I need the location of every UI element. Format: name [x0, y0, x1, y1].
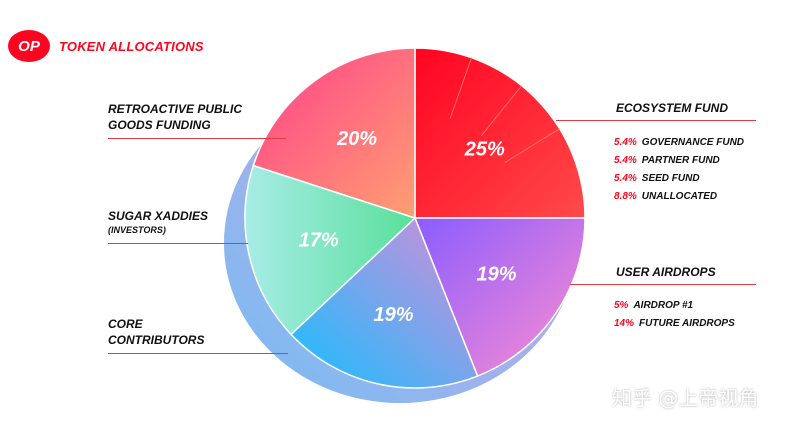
header: OP TOKEN ALLOCATIONS	[8, 30, 204, 62]
airdrop-item-pct: 14%	[614, 318, 635, 329]
slice-value-label: 20%	[336, 128, 377, 150]
label-core-line2: CONTRIBUTORS	[108, 333, 205, 347]
eco-item-unallocated: 8.8% UNALLOCATED	[614, 191, 717, 202]
eco-item-partner: 5.4% PARTNER FUND	[614, 155, 720, 166]
rule-core	[108, 353, 288, 354]
airdrop-item-label: FUTURE AIRDROPS	[639, 318, 735, 329]
eco-item-pct: 5.4%	[614, 155, 637, 166]
rule-sugar	[108, 243, 248, 244]
slice-value-label: 19%	[477, 263, 517, 285]
rule-ecosystem	[556, 120, 756, 121]
op-logo: OP	[8, 30, 50, 62]
slice-value-label: 25%	[464, 138, 505, 160]
slice-value-label: 17%	[299, 230, 339, 252]
eco-item-label: UNALLOCATED	[641, 191, 718, 202]
chart-title: TOKEN ALLOCATIONS	[59, 38, 204, 54]
eco-item-governance: 5.4% GOVERNANCE FUND	[614, 137, 744, 148]
label-sugar-sub: (INVESTORS)	[108, 225, 166, 235]
eco-item-label: PARTNER FUND	[641, 155, 720, 166]
label-core-line1: CORE	[108, 317, 143, 331]
rule-retro	[108, 138, 286, 139]
airdrop-item-pct: 5%	[614, 300, 629, 311]
eco-item-seed: 5.4% SEED FUND	[614, 173, 700, 184]
label-retro-line2: GOODS FUNDING	[108, 118, 211, 132]
airdrop-item-1: 5% AIRDROP #1	[614, 300, 693, 311]
eco-item-pct: 8.8%	[614, 191, 637, 202]
slice-core-contributors	[290, 216, 479, 389]
eco-item-label: SEED FUND	[641, 173, 700, 184]
label-ecosystem: ECOSYSTEM FUND	[616, 101, 729, 115]
ecosystem-divider	[504, 128, 560, 164]
label-retro-line1: RETROACTIVE PUBLIC	[108, 102, 243, 116]
ecosystem-sub-dividers	[449, 57, 560, 164]
eco-item-label: GOVERNANCE FUND	[641, 137, 745, 148]
ecosystem-divider	[449, 57, 473, 119]
eco-item-pct: 5.4%	[614, 173, 637, 184]
watermark: 知乎 @上帝视角	[612, 386, 759, 410]
slice-sugar-xaddies	[244, 164, 417, 336]
slice-retro-funding	[252, 47, 416, 220]
airdrop-item-2: 14% FUTURE AIRDROPS	[614, 318, 735, 329]
eco-item-pct: 5.4%	[614, 137, 637, 148]
label-airdrops: USER AIRDROPS	[616, 265, 716, 279]
slice-ecosystem-fund	[414, 47, 586, 219]
label-core: CORE CONTRIBUTORS	[108, 316, 204, 348]
rule-airdrops	[570, 284, 756, 285]
airdrop-item-label: AIRDROP #1	[633, 300, 694, 311]
ecosystem-divider	[480, 85, 523, 137]
slice-value-label: 19%	[373, 304, 413, 326]
slice-user-airdrops	[413, 217, 586, 378]
label-sugar: SUGAR XADDIES	[108, 209, 209, 223]
label-retro: RETROACTIVE PUBLIC GOODS FUNDING	[108, 101, 242, 133]
